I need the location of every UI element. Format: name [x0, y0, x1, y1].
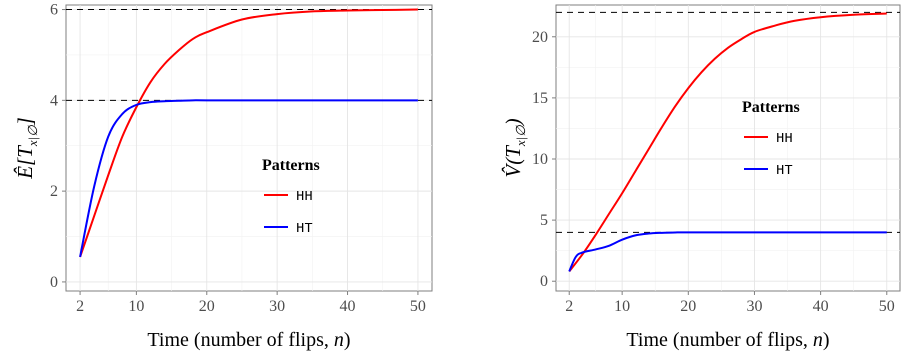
- plot-area: [65, 4, 433, 292]
- y-tick-label: 2: [50, 183, 58, 200]
- y-tick-label: 20: [532, 29, 548, 46]
- x-tick-label: 40: [340, 298, 356, 315]
- x-axis-title: Time (number of flips, n): [147, 329, 350, 351]
- legend-label-hh: HH: [776, 131, 793, 147]
- series-line-ht: [568, 231, 887, 272]
- legend-label-hh: HH: [296, 189, 313, 205]
- y-axis-title: V̂(Tx|∅): [501, 118, 528, 177]
- y-axis-title: Ê[Tx|∅]: [13, 117, 40, 180]
- y-tick-label: 15: [532, 90, 548, 107]
- y-tick-label: 6: [50, 2, 58, 19]
- x-tick-label: 50: [410, 298, 426, 315]
- x-tick-label: 2: [565, 298, 573, 315]
- y-tick-label: 5: [540, 212, 548, 229]
- legend: Patterns HH HT: [262, 157, 320, 237]
- series-line-hh: [79, 8, 418, 258]
- x-tick-label: 20: [199, 298, 215, 315]
- x-tick-label: 20: [680, 298, 696, 315]
- y-tick-label: 0: [50, 274, 58, 291]
- legend-title: Patterns: [742, 99, 800, 116]
- x-tick-label: 30: [746, 298, 762, 315]
- chart-panel-2: 2 10 20 30 40 50 0 5 10 15 20 Time (number of flips…: [501, 4, 901, 351]
- y-tick-label: 10: [532, 151, 548, 168]
- legend-label-ht: HT: [776, 163, 793, 179]
- x-tick-label: 2: [76, 298, 84, 315]
- series-line-hh: [568, 12, 887, 273]
- x-tick-label: 10: [128, 298, 144, 315]
- x-tick-label: 50: [879, 298, 895, 315]
- x-axis-title: Time (number of flips, n): [626, 329, 829, 351]
- legend-title: Patterns: [262, 157, 320, 174]
- y-tick-label: 4: [50, 92, 58, 109]
- y-tick-label: 0: [540, 273, 548, 290]
- legend-label-ht: HT: [296, 221, 313, 237]
- x-tick-label: 30: [269, 298, 285, 315]
- x-tick-label: 40: [813, 298, 829, 315]
- x-tick-label: 10: [614, 298, 630, 315]
- series-line-ht: [79, 99, 418, 258]
- chart-panel-1: 2 10 20 30 40 50 0 2 4 6 Time (number of flips, n)…: [13, 2, 433, 351]
- legend: Patterns HH HT: [742, 99, 800, 179]
